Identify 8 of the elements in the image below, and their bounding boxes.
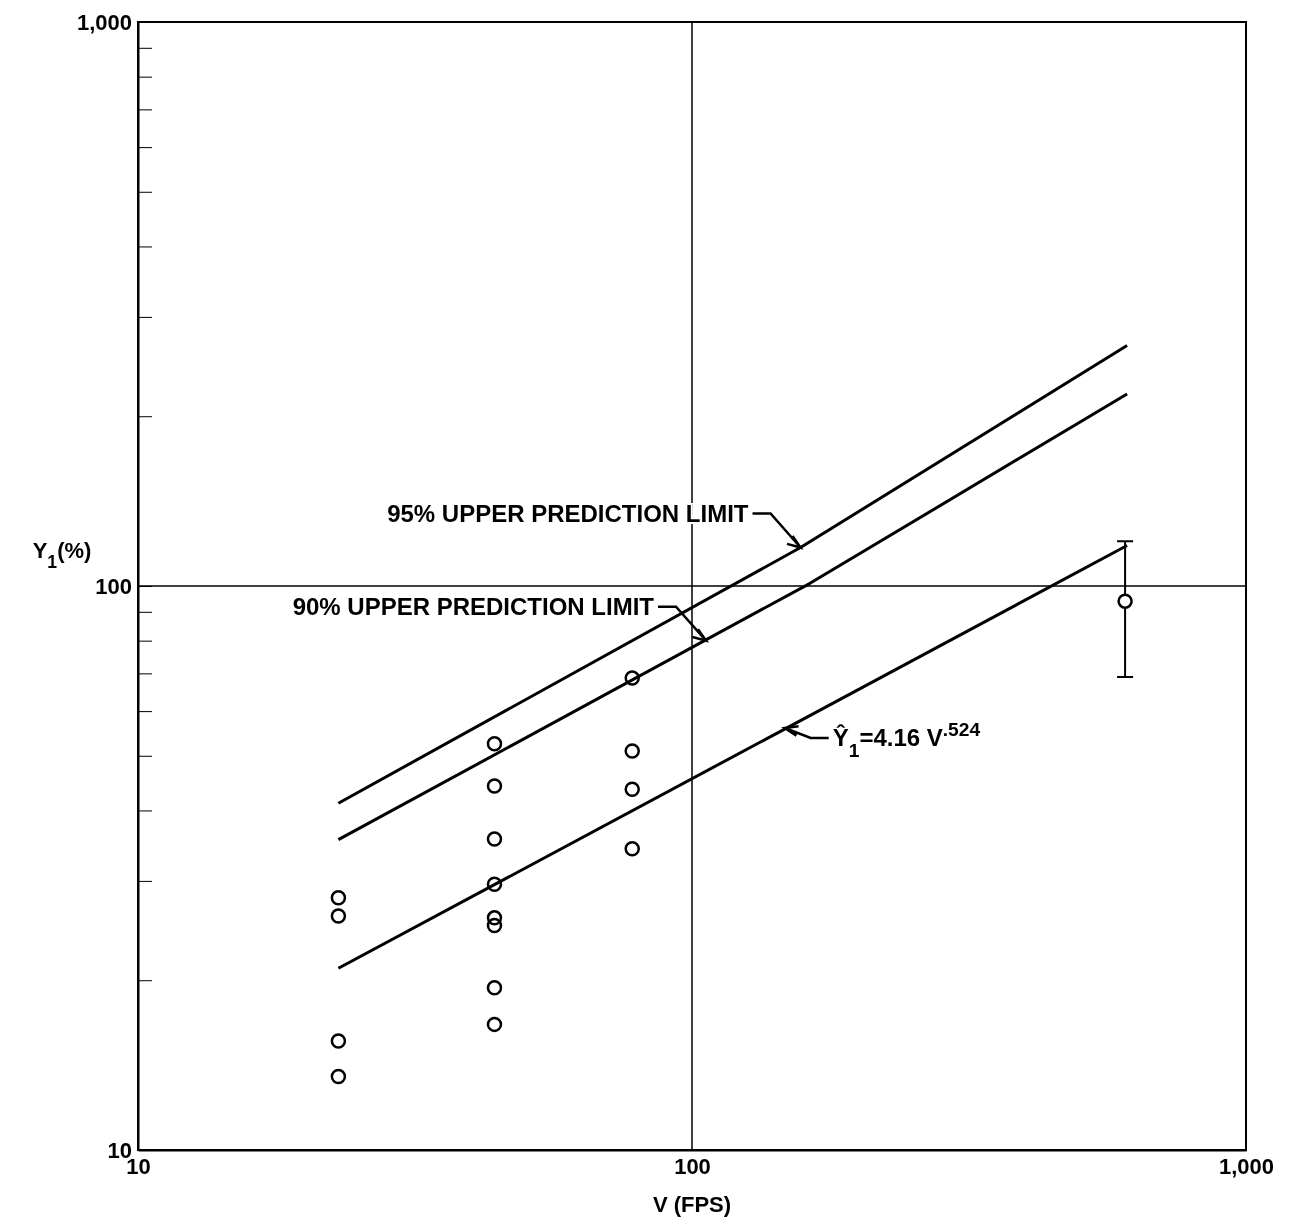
y-tick-label: 100 xyxy=(95,573,132,599)
x-tick-label: 1,000 xyxy=(1218,1153,1275,1179)
annotation: 90% UPPER PREDICTION LIMIT xyxy=(292,592,655,620)
x-tick-label: 100 xyxy=(674,1153,711,1179)
x-axis-title: V (FPS) xyxy=(652,1192,732,1217)
y-tick-label: 1,000 xyxy=(76,9,132,35)
annotation: Ŷ$_{1}$=4.16 V$^{.524}$ xyxy=(832,718,981,761)
y-axis-title: Y$_{1}$(%) xyxy=(32,538,92,572)
